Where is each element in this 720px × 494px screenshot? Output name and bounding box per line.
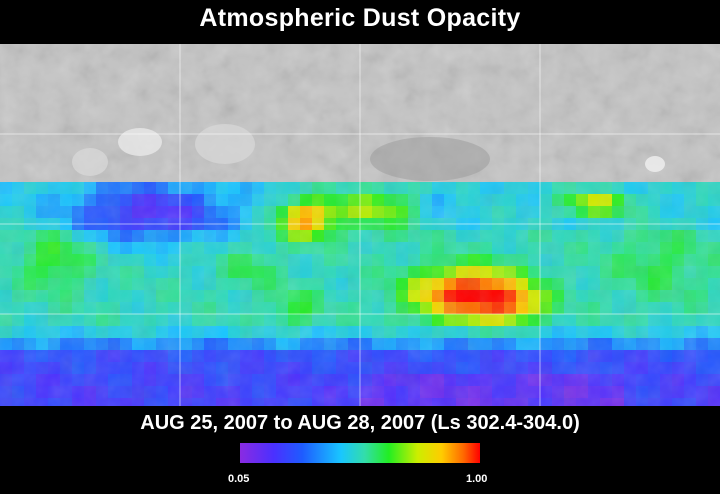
volcano-1 [118, 128, 162, 156]
highlands-north [370, 137, 490, 181]
volcano-3 [72, 148, 108, 176]
volcano-4 [645, 156, 665, 172]
colorbar [240, 443, 480, 463]
colorbar-max-label: 1.00 [466, 473, 488, 485]
volcano-2 [195, 124, 255, 164]
dust-opacity-map [0, 44, 720, 406]
map-svg [0, 44, 720, 406]
date-range: AUG 25, 2007 to AUG 28, 2007 (Ls 302.4-3… [140, 412, 580, 434]
colorbar-min-label: 0.05 [228, 473, 250, 485]
graticule [0, 44, 720, 406]
map-title: Atmospheric Dust Opacity [199, 4, 521, 32]
